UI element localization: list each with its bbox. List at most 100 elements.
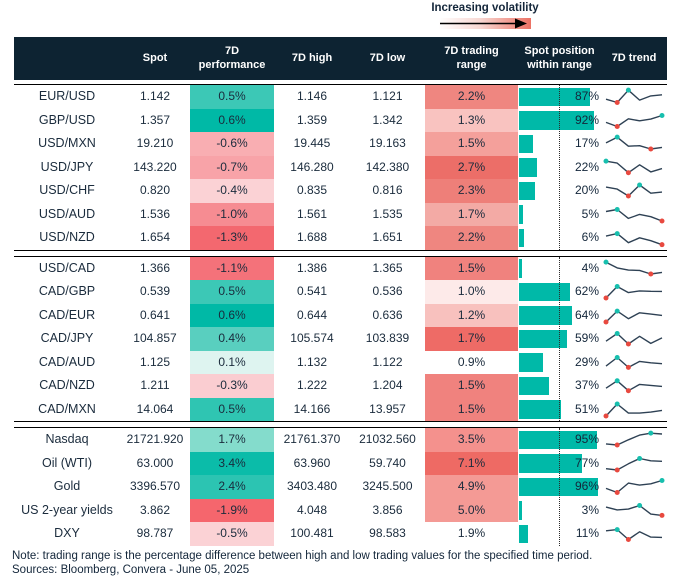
performance-cell: 0.5% [190, 397, 274, 421]
trend-cell [601, 203, 667, 227]
trend-cell [601, 226, 667, 250]
table-row: Gold 3396.570 2.4% 3403.480 3245.500 4.9% 96% [14, 475, 667, 499]
high-point-dot [614, 231, 620, 237]
trend-cell [601, 85, 667, 109]
spot-value: 0.820 [139, 183, 171, 197]
trend-cell [601, 179, 667, 203]
high-value: 1.146 [296, 89, 328, 103]
row-label: CAD/AUD [38, 354, 96, 369]
performance-cell: 0.5% [190, 85, 274, 109]
performance-cell: -1.3% [190, 226, 274, 250]
table-header-row: Spot 7D performance 7D high 7D low 7D tr… [14, 37, 667, 80]
spot-value: 1.211 [140, 378, 170, 392]
low-point-dot [614, 467, 620, 473]
column-header-spot-position: Spot position within range [524, 44, 595, 71]
low-point-dot [648, 146, 654, 152]
high-point-dot [614, 134, 620, 140]
position-cell: 3% [518, 499, 601, 523]
performance-cell: -0.7% [190, 155, 274, 179]
row-label: CAD/GBP [38, 284, 96, 298]
low-value: 1.122 [372, 354, 403, 369]
trend-sparkline-chart [603, 308, 663, 325]
row-label: USD/MXN [38, 136, 96, 150]
trading-range-cell: 1.5% [425, 132, 518, 156]
position-bar [519, 353, 543, 372]
performance-cell: -0.6% [190, 132, 274, 156]
fifty-percent-dotted-line [559, 256, 560, 421]
position-percent-label: 51% [574, 401, 599, 416]
position-cell: 51% [518, 398, 601, 422]
spot-value: 98.787 [136, 526, 174, 540]
trend-sparkline-chart [603, 284, 663, 301]
high-point-dot [614, 401, 620, 407]
position-bar [519, 205, 524, 224]
trend-cell [601, 156, 667, 180]
low-value: 1.121 [372, 89, 403, 103]
performance-cell: 2.4% [190, 475, 274, 499]
trading-range-cell: 1.9% [425, 522, 518, 546]
trend-sparkline-chart [605, 502, 665, 518]
trend-sparkline-chart [603, 259, 663, 277]
trading-range-cell: 1.3% [425, 108, 518, 132]
trend-sparkline-chart [605, 430, 663, 448]
spot-value: 1.142 [139, 89, 171, 103]
performance-cell: -1.0% [190, 202, 274, 226]
position-cell: 6% [518, 226, 601, 250]
row-label: USD/NZD [39, 230, 95, 244]
trend-sparkline-chart [605, 182, 663, 199]
column-header-7d-trading-range: 7D trading range [444, 44, 499, 71]
trading-range-cell: 2.2% [425, 85, 518, 109]
position-bar [519, 134, 533, 153]
high-value: 1.222 [296, 378, 328, 392]
row-label: EUR/USD [38, 89, 96, 103]
low-point-dot [659, 218, 665, 224]
position-bar [519, 306, 572, 325]
high-value: 0.835 [296, 183, 328, 197]
spot-value: 63.000 [136, 455, 174, 470]
position-bar [519, 282, 570, 301]
high-point-dot [614, 354, 620, 360]
performance-cell: -1.9% [190, 498, 274, 522]
trend-cell [601, 109, 667, 133]
position-cell: 4% [518, 257, 601, 281]
spot-value: 0.641 [139, 307, 171, 322]
high-value: 4.048 [296, 502, 328, 517]
spot-value: 143.220 [133, 159, 177, 174]
trading-range-cell: 2.7% [425, 155, 518, 179]
trading-range-cell: 1.7% [425, 202, 518, 226]
trend-sparkline-chart [603, 401, 663, 419]
trend-cell [601, 304, 667, 328]
spot-value: 1.357 [139, 112, 171, 127]
fifty-percent-dotted-line [559, 85, 560, 250]
performance-cell: 0.5% [190, 280, 274, 304]
trading-range-cell: 2.3% [425, 179, 518, 203]
low-point-dot [648, 271, 654, 277]
trading-range-cell: 1.5% [425, 397, 518, 421]
low-value: 1.342 [372, 112, 403, 127]
position-cell: 11% [518, 522, 601, 546]
high-value: 14.166 [293, 401, 331, 416]
spot-value: 3.862 [139, 502, 171, 517]
position-percent-label: 20% [574, 183, 599, 197]
high-point-dot [614, 527, 620, 533]
trend-cell [601, 452, 667, 476]
position-percent-label: 96% [574, 479, 599, 493]
position-bar [519, 259, 523, 278]
high-value: 21761.370 [283, 432, 341, 446]
trading-range-cell: 1.2% [425, 303, 518, 327]
spot-value: 104.857 [133, 331, 177, 345]
low-value: 0.536 [372, 284, 403, 298]
table-section: EUR/USD 1.142 0.5% 1.146 1.121 2.2% 87% GBP/USD… [14, 84, 667, 251]
table-row: USD/JPY 143.220 -0.7% 146.280 142.380 2.7% 22% [14, 155, 667, 180]
table-row: CAD/NZD 1.211 -0.3% 1.222 1.204 1.5% 37% [14, 374, 667, 398]
trend-sparkline-chart [605, 455, 663, 473]
table-row: USD/CHF 0.820 -0.4% 0.835 0.816 2.3% 20% [14, 179, 667, 203]
table-row: CAD/MXN 14.064 0.5% 14.166 13.957 1.5% 51% [14, 397, 667, 422]
high-point-dot [603, 158, 609, 164]
fifty-percent-dotted-line [559, 428, 560, 546]
table-row: EUR/USD 1.142 0.5% 1.146 1.121 2.2% 87% [14, 85, 667, 109]
position-cell: 5% [518, 203, 601, 227]
position-percent-label: 62% [574, 284, 599, 298]
low-value: 3.856 [372, 502, 403, 517]
row-label: USD/AUD [38, 206, 96, 221]
